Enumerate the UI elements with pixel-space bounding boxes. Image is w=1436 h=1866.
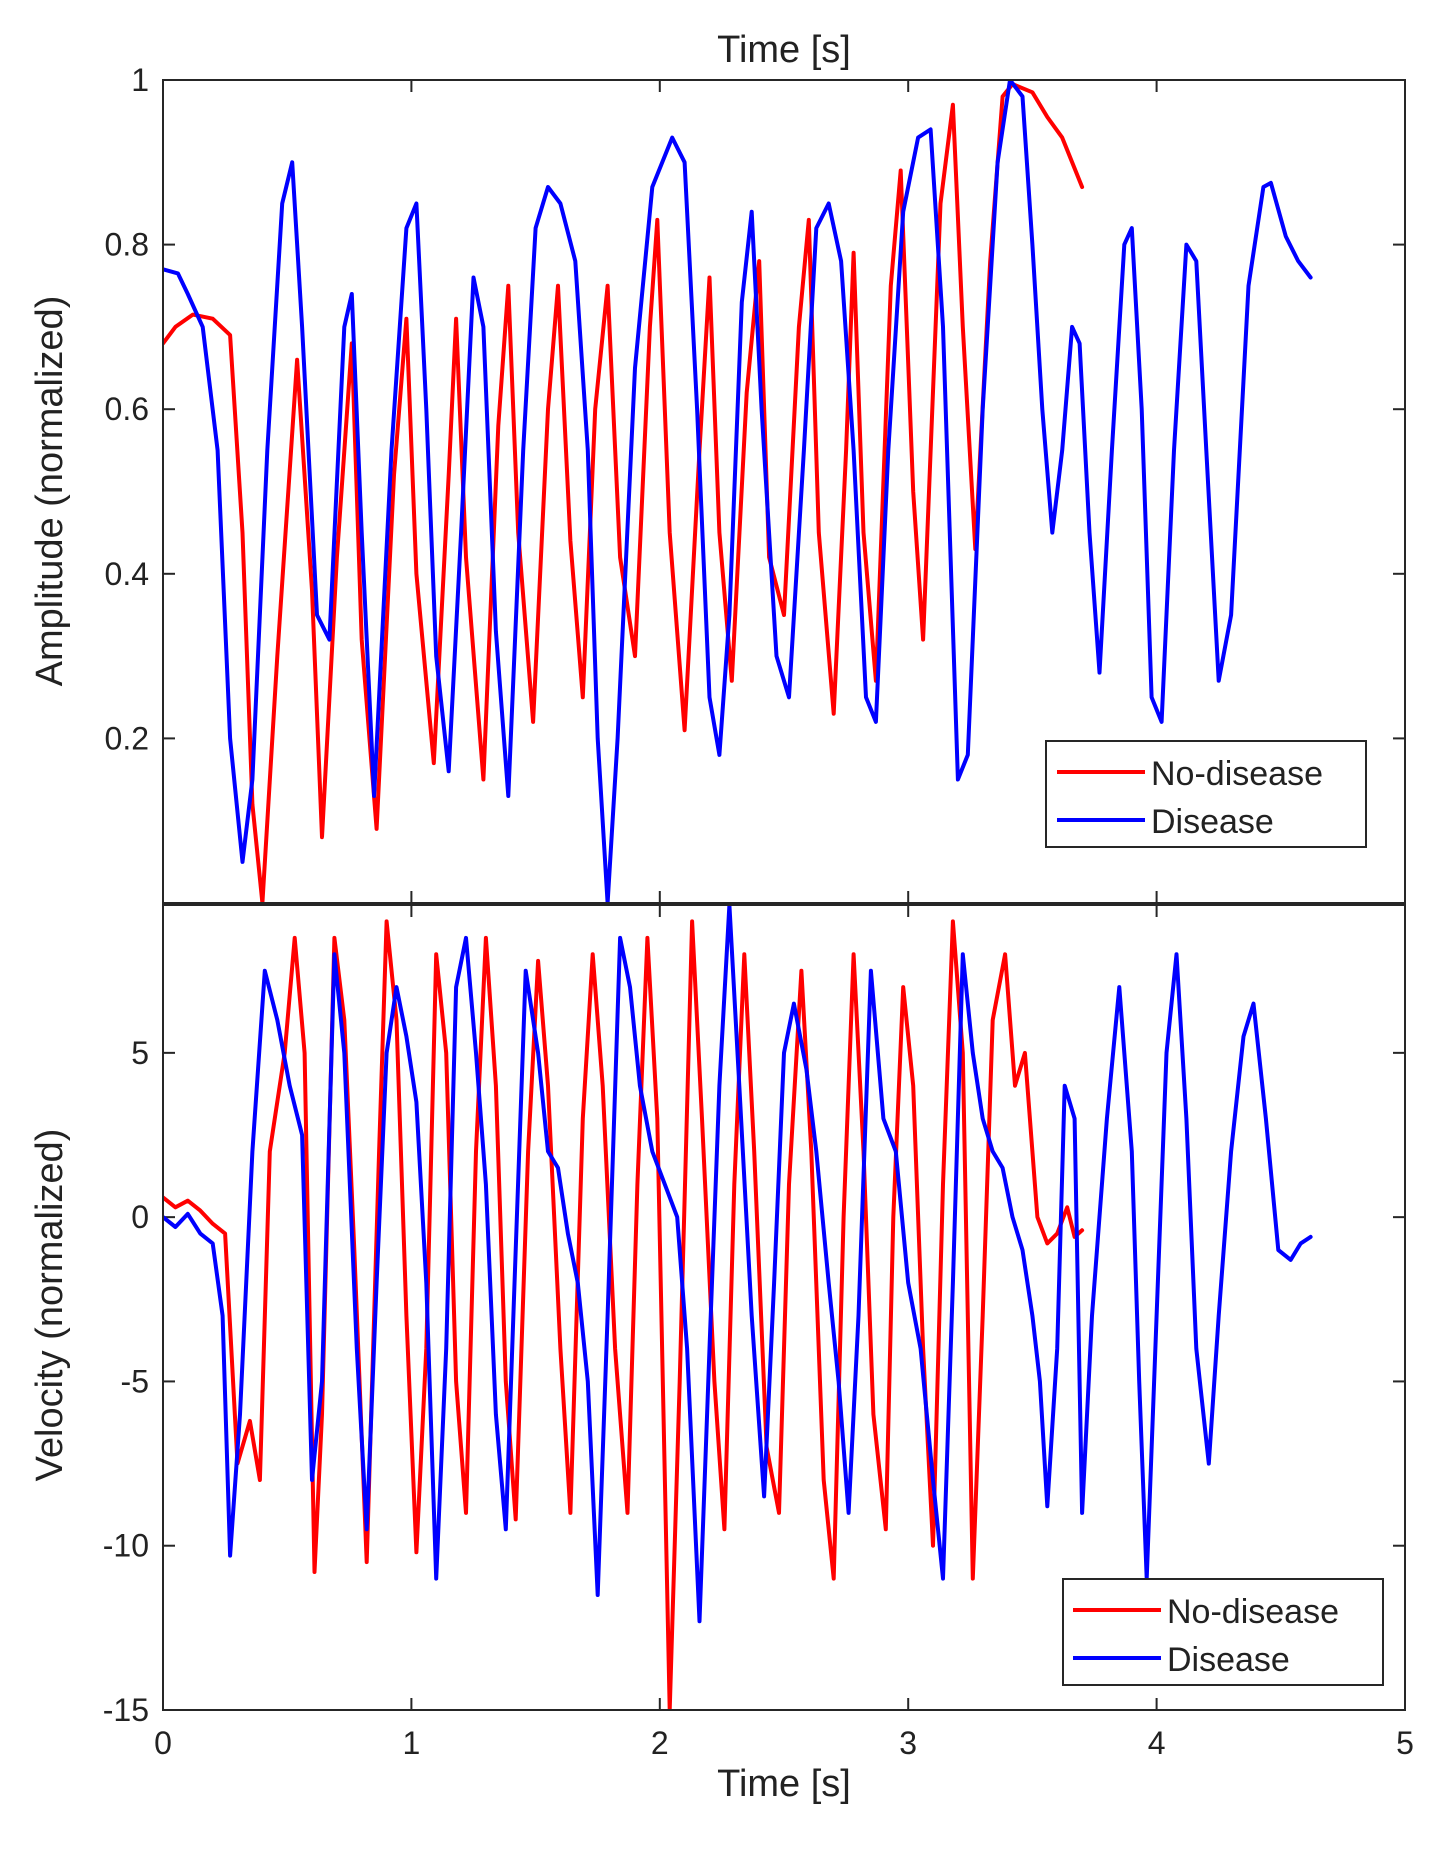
- amplitude-panel: 0.2 0.4 0.6 0.8 1 Amplitude (normalized) No-…: [29, 62, 1406, 904]
- amplitude-ytick-label: 0.2: [105, 720, 149, 756]
- velocity-panel: 0 1 2 3 4 5 -15 -10 -5 0 5 Velocity (normalized) T…: [29, 904, 1414, 1805]
- velocity-xtick-label: 0: [154, 1725, 172, 1761]
- velocity-ytick-label: -5: [121, 1363, 149, 1399]
- amplitude-y-axis-label: Amplitude (normalized): [29, 296, 71, 687]
- velocity-xtick-label: 4: [1148, 1725, 1166, 1761]
- amplitude-axes-frame: [162, 79, 1406, 904]
- velocity-series: [163, 905, 1313, 1710]
- velocity-legend-box: [1062, 1578, 1384, 1686]
- amplitude-legend-label-no-disease: No-disease: [1151, 755, 1323, 793]
- amplitude-series-no-disease: [163, 82, 1085, 903]
- top-title: Time [s]: [717, 29, 851, 71]
- velocity-legend: No-disease Disease: [1062, 1578, 1384, 1686]
- amplitude-series-disease: [163, 80, 1313, 903]
- velocity-axes-frame: [162, 904, 1406, 1711]
- velocity-ytick-label: -15: [103, 1692, 149, 1728]
- amplitude-series: [163, 80, 1313, 903]
- velocity-y-axis-label: Velocity (normalized): [29, 1129, 71, 1482]
- velocity-x-axis-label: Time [s]: [717, 1763, 851, 1805]
- velocity-ytick-label: 5: [131, 1035, 149, 1071]
- amplitude-legend-label-disease: Disease: [1151, 803, 1274, 841]
- velocity-xtick-label: 1: [403, 1725, 421, 1761]
- amplitude-ytick-label: 1: [131, 62, 149, 98]
- amplitude-axis-ticks: 0.2 0.4 0.6 0.8 1: [105, 62, 1406, 903]
- velocity-ytick-label: -10: [103, 1528, 149, 1564]
- amplitude-legend-box: [1045, 740, 1367, 848]
- velocity-ytick-label: 0: [131, 1199, 149, 1235]
- amplitude-ytick-label: 0.6: [105, 391, 149, 427]
- velocity-xtick-label: 5: [1396, 1725, 1414, 1761]
- velocity-legend-label-no-disease: No-disease: [1167, 1593, 1339, 1631]
- amplitude-legend: No-disease Disease: [1045, 740, 1367, 848]
- velocity-series-disease: [163, 905, 1313, 1624]
- velocity-legend-label-disease: Disease: [1167, 1641, 1290, 1679]
- amplitude-ytick-label: 0.4: [105, 556, 149, 592]
- amplitude-ytick-label: 0.8: [105, 227, 149, 263]
- velocity-xtick-label: 3: [899, 1725, 917, 1761]
- velocity-xtick-label: 2: [651, 1725, 669, 1761]
